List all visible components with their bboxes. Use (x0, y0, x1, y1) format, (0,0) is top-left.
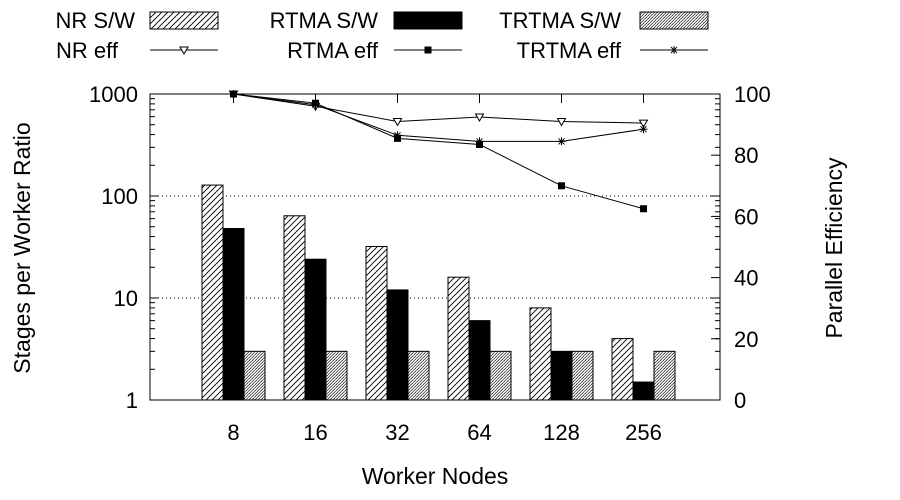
bars (201, 184, 676, 401)
x-tick-label: 8 (227, 420, 239, 445)
bar (201, 184, 224, 401)
x-tick-label: 256 (625, 420, 662, 445)
point (557, 137, 566, 146)
y-axis-label: Stages per Worker Ratio (9, 122, 35, 373)
bar (325, 350, 348, 401)
point (393, 131, 402, 140)
y-tick-label: 1000 (89, 82, 138, 107)
legend-swatch (149, 11, 219, 30)
y2-axis-label: Parallel Efficiency (821, 157, 847, 339)
y2-tick-label: 0 (734, 388, 746, 413)
x-tick-label: 16 (303, 420, 327, 445)
bar (468, 320, 491, 401)
point (179, 46, 189, 56)
y2-tick-label: 20 (734, 327, 758, 352)
point (558, 182, 565, 190)
point (311, 100, 320, 109)
y2-tick-label: 100 (734, 82, 771, 107)
bar (407, 350, 430, 401)
y-tick-label: 10 (114, 286, 138, 311)
point (640, 205, 647, 213)
legend-label: RTMA eff (287, 38, 379, 63)
bar (283, 215, 306, 401)
bar (365, 245, 388, 401)
bar (222, 228, 245, 401)
legend-label: NR eff (56, 38, 119, 63)
series-line (233, 93, 644, 210)
bar (529, 307, 552, 401)
point (639, 125, 648, 134)
y2-tick-label: 40 (734, 266, 758, 291)
x-tick-label: 32 (385, 420, 409, 445)
lines (228, 90, 649, 213)
plot-frame (149, 93, 721, 401)
bar (447, 276, 470, 401)
x-tick-label: 128 (543, 420, 580, 445)
legend-label: RTMA S/W (270, 8, 379, 33)
y2-tick-label: 80 (734, 143, 758, 168)
grid (150, 195, 720, 299)
bar (571, 350, 594, 401)
bar (243, 350, 266, 401)
legend-label: TRTMA eff (517, 38, 622, 63)
bar (489, 350, 512, 401)
x-axis-label: Worker Nodes (362, 463, 509, 489)
legend: NR S/W RTMA S/W TRTMA S/W NR eff RTMA eff TRT… (56, 8, 709, 63)
point (475, 137, 484, 146)
y-tick-label: 100 (101, 184, 138, 209)
legend-label: TRTMA S/W (499, 8, 621, 33)
point (556, 118, 567, 127)
axes: 1 10 100 1000 0 20 40 60 80 100 8 16 32 64 128 256 (89, 82, 771, 445)
series-line (233, 93, 644, 124)
legend-label: NR S/W (56, 8, 136, 33)
y2-tick-label: 60 (734, 204, 758, 229)
bar (653, 350, 676, 401)
bar (304, 258, 327, 401)
legend-swatch (639, 11, 709, 30)
point (638, 119, 649, 129)
legend-swatch (393, 11, 463, 30)
point (424, 46, 432, 54)
x-tick-label: 64 (467, 420, 491, 445)
point (392, 118, 403, 127)
y-tick-label: 1 (126, 388, 138, 413)
bar (611, 338, 634, 401)
bar (386, 289, 409, 401)
point (474, 113, 485, 122)
point (670, 46, 678, 54)
series-line (233, 93, 644, 142)
